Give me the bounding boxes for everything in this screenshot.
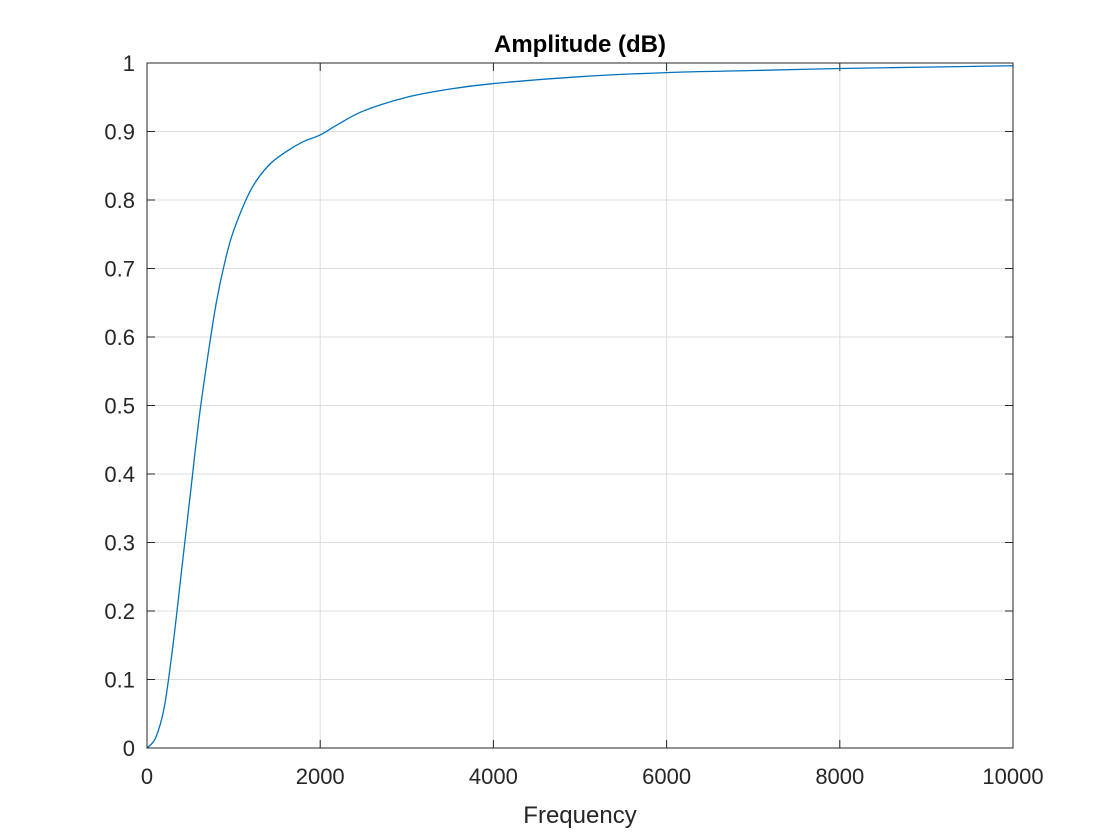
y-tick-label: 0.1: [104, 668, 135, 693]
x-tick-label: 4000: [469, 764, 518, 789]
series-line-0: [146, 65, 1014, 749]
y-tick-label: 0.3: [104, 531, 135, 556]
x-tick-label: 10000: [982, 764, 1043, 789]
x-axis-label: Frequency: [523, 802, 636, 829]
y-tick-label: 0.5: [104, 394, 135, 419]
y-tick-label: 1: [123, 51, 135, 76]
chart-title: Amplitude (dB): [494, 31, 666, 58]
series-layer: [146, 65, 1014, 749]
x-tick-label: 2000: [296, 764, 345, 789]
x-tick-labels: 0 2000 4000 6000 8000 10000: [141, 764, 1044, 789]
x-tick-label: 8000: [815, 764, 864, 789]
x-tick-label: 0: [141, 764, 153, 789]
grid-lines: [146, 62, 1014, 749]
y-tick-label: 0.7: [104, 257, 135, 282]
y-tick-label: 0: [123, 736, 135, 761]
y-tick-label: 0.9: [104, 120, 135, 145]
y-tick-label: 0.8: [104, 188, 135, 213]
x-tick-label: 6000: [642, 764, 691, 789]
y-tick-label: 0.2: [104, 599, 135, 624]
y-tick-labels: 0 0.1 0.2 0.3 0.4 0.5 0.6 0.7 0.8 0.9 1: [104, 51, 135, 761]
y-tick-label: 0.4: [104, 462, 135, 487]
y-tick-label: 0.6: [104, 325, 135, 350]
plot-frame: [146, 62, 1014, 749]
